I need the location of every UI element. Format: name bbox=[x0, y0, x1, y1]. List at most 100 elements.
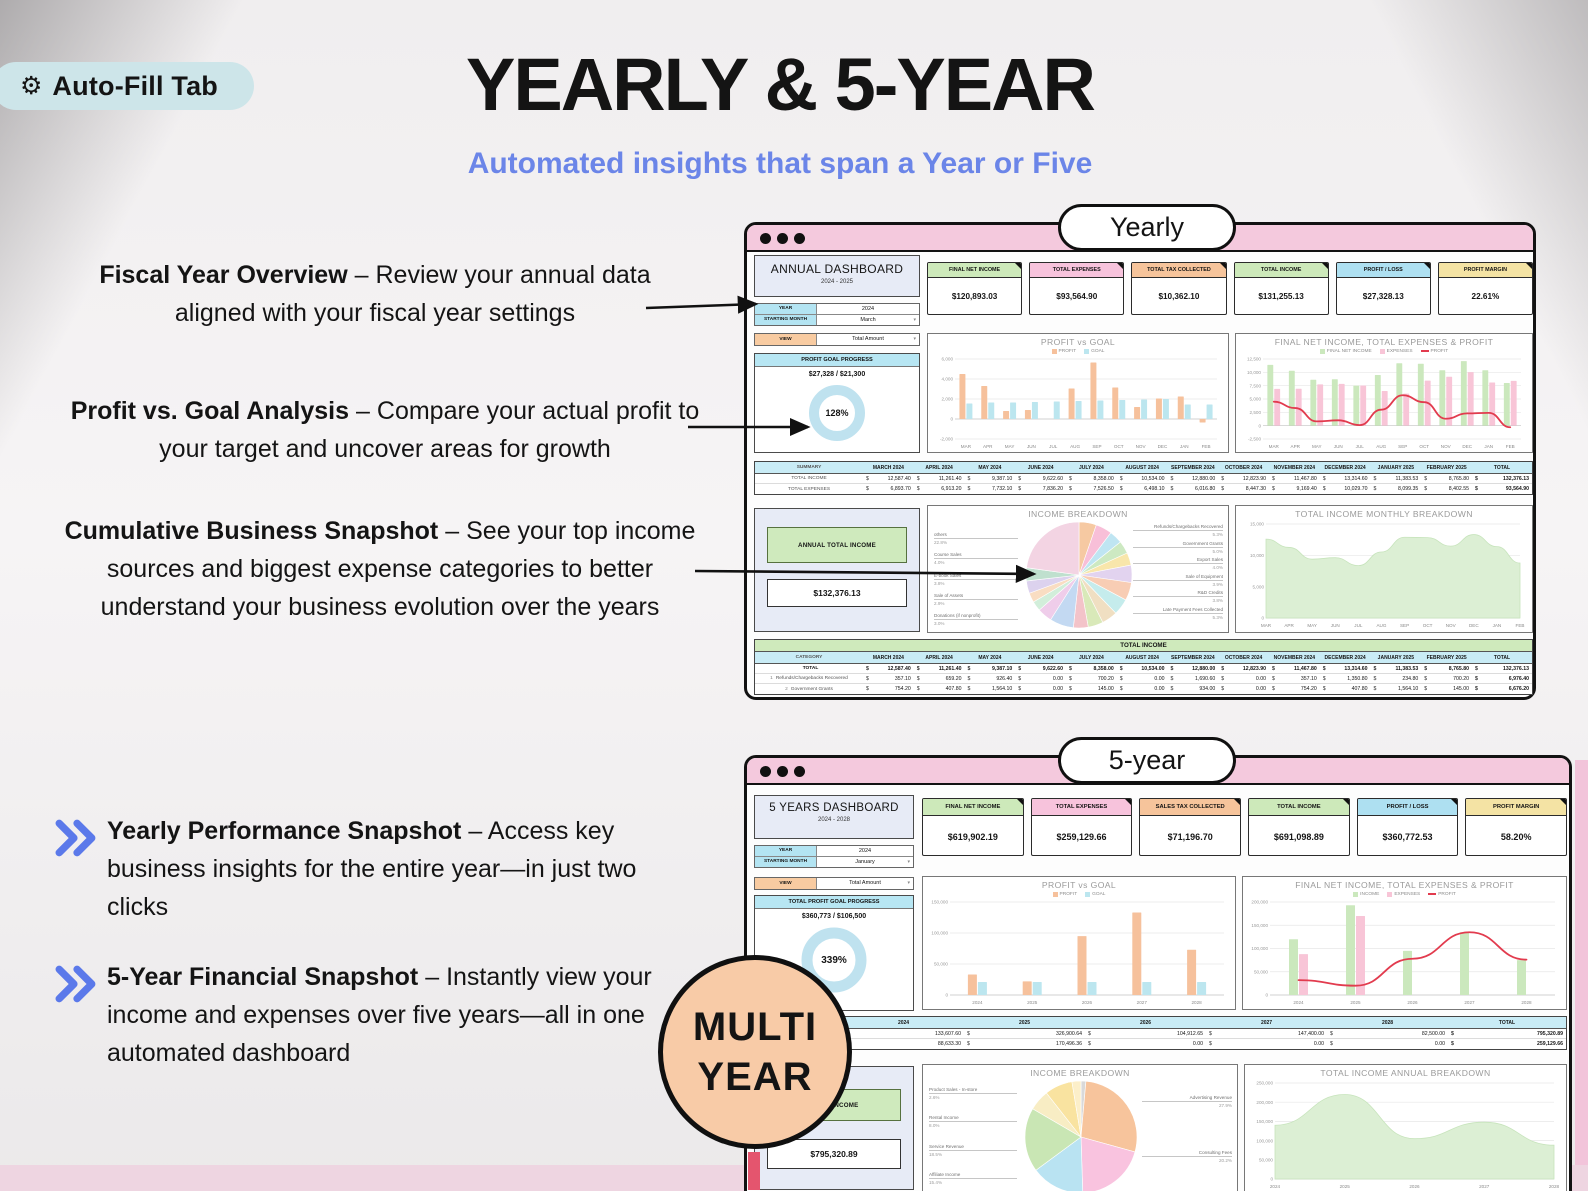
kpi-card: PROFIT / LOSS $360,772.53 bbox=[1356, 798, 1459, 856]
table-cell: $12,823.90 bbox=[1221, 665, 1266, 672]
annual-breakdown-box: TOTAL INCOME ANNUAL BREAKDOWN 0 50,000 100… bbox=[1244, 1064, 1567, 1191]
row-number: 2 bbox=[785, 686, 788, 692]
svg-text:50,000: 50,000 bbox=[934, 962, 948, 967]
table-cell: $8,765.80 bbox=[1424, 665, 1469, 672]
svg-text:0: 0 bbox=[950, 417, 953, 422]
goal-percent: 128% bbox=[825, 408, 849, 418]
pie-callout: Donations (if nonprofit) 3.0% bbox=[934, 613, 1018, 626]
table-cell: $7,836.20 bbox=[1018, 486, 1063, 492]
income-breakdown-box: INCOME BREAKDOWN others 22.8% Course Sales… bbox=[927, 505, 1229, 633]
kpi-value: 58.20% bbox=[1500, 831, 1532, 842]
chart-title: PROFIT vs GOAL bbox=[1040, 337, 1116, 347]
table-header-row: CATEGORY MARCH 2024 APRIL 2024 MAY 2024 JUNE… bbox=[755, 652, 1532, 664]
svg-text:0: 0 bbox=[1270, 1177, 1273, 1182]
chart-title: INCOME BREAKDOWN bbox=[1030, 1068, 1130, 1078]
goal-percent: 339% bbox=[821, 954, 847, 966]
five-year-dashboard-window: 5 YEARS DASHBOARD 2024 - 2028 YEAR 2024 … bbox=[744, 755, 1572, 1191]
table-cell: $8,765.80 bbox=[1424, 475, 1469, 482]
chart-title: INCOME BREAKDOWN bbox=[1028, 509, 1128, 519]
table-cell: $659.20 bbox=[916, 675, 962, 682]
card-corner bbox=[1016, 799, 1023, 805]
table-cell: $1,564.10 bbox=[1373, 686, 1419, 692]
table-header-row: SUMMARY MARCH 2024 APRIL 2024 MAY 2024 JUNE … bbox=[755, 462, 1532, 474]
kpi-label: PROFIT MARGIN bbox=[1438, 263, 1533, 278]
annotation-heading: Yearly Performance Snapshot bbox=[107, 817, 462, 845]
svg-text:100,000: 100,000 bbox=[1251, 946, 1268, 951]
svg-text:2,000: 2,000 bbox=[942, 397, 954, 402]
svg-text:2027: 2027 bbox=[1464, 1000, 1475, 1005]
table-cell: $10,029.70 bbox=[1322, 486, 1368, 492]
starting-month-select[interactable]: March ▾ bbox=[817, 315, 919, 326]
yearly-tab[interactable]: Yearly bbox=[1058, 204, 1236, 251]
card-corner bbox=[1526, 263, 1533, 269]
svg-text:OCT: OCT bbox=[1419, 444, 1429, 449]
kpi-card: TOTAL EXPENSES $259,129.66 bbox=[1030, 798, 1133, 856]
table-cell: $104,912.65 bbox=[1088, 1030, 1203, 1037]
income-breakdown-box: INCOME BREAKDOWN Product Sales - In-stor… bbox=[922, 1064, 1238, 1191]
kpi-card: FINAL NET INCOME $120,893.03 bbox=[927, 262, 1023, 315]
chart-legend: FINAL NET INCOME EXPENSES PROFIT bbox=[1236, 347, 1532, 355]
annotation-profit-goal: Profit vs. Goal Analysis – Compare your a… bbox=[70, 392, 700, 468]
chart-title: FINAL NET INCOME, TOTAL EXPENSES & PROFI… bbox=[1295, 880, 1514, 890]
view-control: VIEW Total Amount ▾ bbox=[754, 877, 914, 890]
table-cell: $132,376.13 bbox=[1475, 665, 1529, 672]
chart-legend: INCOME EXPENSES PROFIT bbox=[1243, 890, 1566, 898]
table-cell: $234.80 bbox=[1373, 675, 1419, 682]
chart-title: FINAL NET INCOME, TOTAL EXPENSES & PROFI… bbox=[1274, 337, 1494, 347]
table-cell: $9,387.10 bbox=[967, 665, 1013, 672]
pie-callout: Course Sales 4.0% bbox=[934, 552, 1018, 565]
starting-month-select[interactable]: January ▾ bbox=[817, 857, 913, 868]
right-pink-sliver bbox=[1575, 760, 1588, 1165]
svg-text:JUN: JUN bbox=[1027, 444, 1036, 449]
svg-text:0: 0 bbox=[945, 993, 948, 998]
annotation-heading: Profit vs. Goal Analysis bbox=[70, 397, 350, 425]
income-box-value: $132,376.13 bbox=[767, 579, 907, 607]
card-corner bbox=[1451, 799, 1458, 805]
svg-text:2026: 2026 bbox=[1409, 1184, 1420, 1189]
table-header-cell: JUNE 2024 bbox=[1027, 464, 1054, 471]
view-label: VIEW bbox=[755, 878, 817, 889]
table-cell: $12,880.00 bbox=[1170, 665, 1216, 672]
table-header-cell: 2024 bbox=[897, 1019, 910, 1026]
annotation-body: – See your top income sources and bigges… bbox=[100, 517, 696, 621]
annotation-heading: Fiscal Year Overview bbox=[99, 261, 348, 289]
pie-callout: Refunds/Chargebacks Recovered 5.3% bbox=[1133, 524, 1223, 537]
svg-text:2024: 2024 bbox=[972, 1000, 983, 1005]
kpi-label: FINAL NET INCOME bbox=[928, 263, 1022, 278]
legend-item: INCOME bbox=[1353, 891, 1379, 897]
pie-labels-left: Product Sales - In-store 2.6% Rental Incom… bbox=[929, 1087, 1017, 1185]
starting-month-value: January bbox=[855, 858, 875, 865]
double-chevron-icon bbox=[55, 965, 96, 1003]
svg-text:5,000: 5,000 bbox=[1250, 397, 1262, 402]
svg-text:AUG: AUG bbox=[1070, 444, 1080, 449]
year-select[interactable]: 2024 bbox=[817, 846, 913, 856]
table-header-cell: FEBRUARY 2025 bbox=[1426, 464, 1467, 471]
table-header-cell: DECEMBER 2024 bbox=[1324, 654, 1366, 661]
table-cell: $0.00 bbox=[1088, 1041, 1203, 1047]
view-select[interactable]: Total Amount ▾ bbox=[817, 878, 913, 889]
double-chevron-icon bbox=[55, 819, 96, 857]
table-header-cell: SUMMARY bbox=[796, 465, 822, 470]
kpi-row: FINAL NET INCOME $120,893.03 TOTAL EXPENSE… bbox=[927, 262, 1534, 315]
kpi-label: TOTAL INCOME bbox=[1234, 263, 1328, 278]
table-header-cell: NOVEMBER 2024 bbox=[1273, 654, 1316, 661]
year-select[interactable]: 2024 bbox=[817, 304, 919, 314]
summary-table: SUMMARY MARCH 2024 APRIL 2024 MAY 2024 JUNE … bbox=[754, 461, 1533, 495]
chart-title: TOTAL INCOME MONTHLY BREAKDOWN bbox=[1295, 509, 1473, 519]
svg-text:0: 0 bbox=[1261, 616, 1264, 621]
goal-donut-chart: 339% bbox=[798, 924, 870, 996]
multi-year-line2: YEAR bbox=[697, 1055, 813, 1099]
table-banner: TOTAL INCOME bbox=[755, 640, 1532, 652]
view-select[interactable]: Total Amount ▾ bbox=[817, 334, 919, 345]
view-control: VIEW Total Amount ▾ bbox=[754, 333, 920, 346]
kpi-card: TOTAL INCOME $131,255.13 bbox=[1233, 262, 1329, 315]
five-year-tab[interactable]: 5-year bbox=[1058, 737, 1236, 784]
svg-text:JUN: JUN bbox=[1331, 623, 1340, 628]
annual-total-income-box: ANNUAL TOTAL INCOME $132,376.13 bbox=[754, 508, 920, 632]
svg-text:MAY: MAY bbox=[1312, 444, 1322, 449]
table-cell: $12,587.40 bbox=[866, 475, 911, 482]
card-corner bbox=[1342, 799, 1349, 805]
svg-text:2026: 2026 bbox=[1082, 1000, 1093, 1005]
table-cell: $1,564.10 bbox=[967, 686, 1013, 692]
